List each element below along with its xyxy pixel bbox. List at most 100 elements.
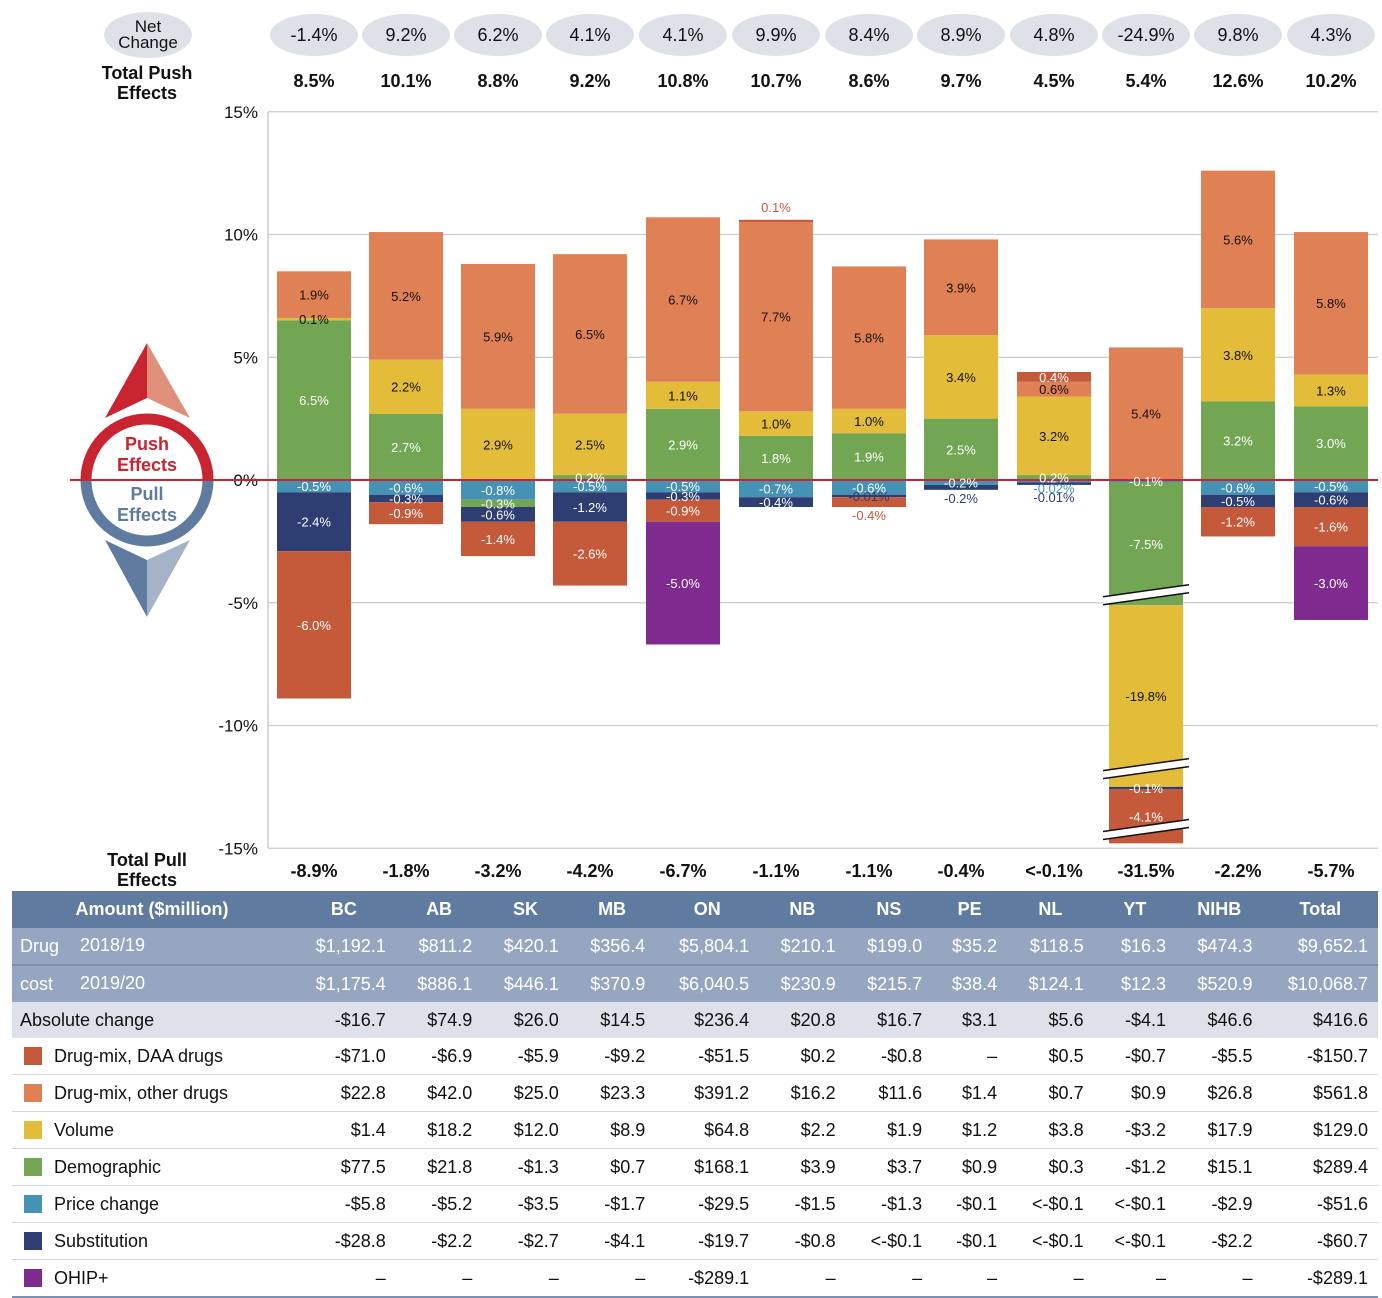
cell-on: $5,804.1 [655, 928, 760, 966]
drug-cost-year: Drug 2018/19 [12, 928, 292, 966]
cell-nl: $3.8 [1007, 1111, 1094, 1149]
component-label-cell: Volume [12, 1111, 292, 1149]
bar-segment-ab-substitution [369, 494, 443, 503]
column-header-sk: SK [482, 891, 569, 928]
cell-ns: <-$0.1 [845, 1222, 933, 1260]
segment-label: 3.2% [1039, 429, 1069, 444]
bar-segment-ab-price [369, 480, 443, 495]
total-push-total: 10.2% [1305, 71, 1357, 91]
segment-label: -0.9% [666, 504, 700, 519]
net-change-bc: -1.4% [270, 14, 358, 56]
bar-segment-nl-price [1017, 480, 1091, 483]
segment-label: 2.5% [946, 442, 976, 457]
cell-sk: $26.0 [482, 1002, 569, 1038]
segment-label: 1.0% [854, 414, 884, 429]
bar-segment-nb-other [739, 222, 813, 412]
data-table: Amount ($million) BC AB SK MB ON NB NS PE NL YT NIH… [12, 891, 1378, 1298]
cell-bc: $1,192.1 [292, 928, 396, 966]
axis-break-line [1102, 592, 1190, 606]
cell-nb: -$1.5 [759, 1185, 846, 1223]
cell-total: $10,068.7 [1262, 965, 1378, 1002]
cell-yt: $16.3 [1093, 928, 1177, 966]
drug-cost-row: cost 2019/20 $1,175.4 $886.1 $446.1 $370.9 $6,… [12, 965, 1378, 1002]
cell-on: -$51.5 [655, 1038, 760, 1075]
component-row: Substitution -$28.8 -$2.2 -$2.7 -$4.1 -$19.7-… [12, 1222, 1378, 1260]
component-label-cell: Drug-mix, other drugs [12, 1074, 292, 1112]
column-header-nihb: NIHB [1176, 891, 1263, 928]
bars [277, 170, 1368, 844]
axis-break-line [1102, 757, 1190, 772]
column-header-nl: NL [1007, 891, 1094, 928]
cell-pe: $38.4 [932, 965, 1008, 1002]
total-push-yt: 5.4% [1125, 71, 1167, 91]
component-label: Substitution [54, 1230, 149, 1251]
cell-ns: $1.9 [845, 1111, 933, 1149]
bar-segment-ns-demographic [832, 433, 906, 480]
bar-segment-total-price [1294, 480, 1368, 493]
bar-segment-total-substitution [1294, 492, 1368, 508]
segment-label: -0.1% [1129, 474, 1163, 489]
component-label: Demographic [54, 1156, 162, 1177]
segment-label: 5.4% [1131, 407, 1161, 422]
cell-sk: – [482, 1259, 569, 1298]
segment-label: 1.8% [761, 451, 791, 466]
segment-label: -1.2% [1221, 515, 1255, 530]
segment-label: -0.3% [481, 496, 515, 511]
segment-label: -0.5% [573, 479, 607, 494]
segment-label: -1.6% [1314, 520, 1348, 535]
cell-pe: $3.1 [932, 1002, 1008, 1038]
cell-pe: $35.2 [932, 928, 1008, 966]
segment-label: 2.5% [575, 437, 605, 452]
segment-label: 0.2% [1039, 471, 1069, 486]
cell-mb: $23.3 [568, 1074, 656, 1112]
total-pull-total: -5.7% [1307, 861, 1355, 881]
axis-break-mark [1102, 585, 1190, 605]
drug-cost-row: Drug 2018/19 $1,192.1 $811.2 $420.1 $356.4 $5,… [12, 928, 1378, 966]
bar-segment-nl-volume [1017, 396, 1091, 476]
component-label-cell: Price change [12, 1185, 292, 1223]
legend-swatch-other [24, 1083, 42, 1102]
total-push-nihb: 12.6% [1212, 71, 1264, 91]
cell-ab: -$2.2 [395, 1222, 483, 1260]
segment-label: -0.01% [848, 489, 890, 504]
cell-pe: – [932, 1038, 1008, 1075]
bar-segment-ab-demographic [369, 413, 443, 480]
cell-bc: -$28.8 [292, 1222, 396, 1260]
net-change-yt: -24.9% [1102, 14, 1190, 56]
cell-nl: <-$0.1 [1007, 1222, 1094, 1260]
segment-label: -0.5% [297, 479, 331, 494]
bar-segment-ns-substitution [832, 494, 906, 498]
total-pull-mb: -4.2% [566, 861, 614, 881]
cell-nihb: -$2.9 [1176, 1185, 1263, 1223]
segment-label: -0.3% [389, 491, 423, 506]
cell-ns: $11.6 [845, 1074, 933, 1112]
cell-nl: $124.1 [1007, 965, 1094, 1002]
cell-yt: -$0.7 [1093, 1038, 1177, 1075]
cell-on: $236.4 [655, 1002, 760, 1038]
segment-label: 0.2% [575, 471, 605, 486]
absolute-change-row: Absolute change -$16.7 $74.9 $26.0 $14.5 $236… [12, 1002, 1378, 1038]
cell-total: $561.8 [1262, 1074, 1378, 1112]
bar-segment-on-ohip [646, 521, 720, 645]
cell-ab: -$6.9 [395, 1038, 483, 1075]
net-change-mb: 4.1% [546, 14, 634, 56]
bar-segment-nihb-volume [1201, 308, 1275, 402]
bar-segment-yt-volume [1109, 605, 1183, 787]
total-push-label: Total Push Effects [101, 63, 193, 103]
segment-label: 5.8% [854, 331, 884, 346]
segment-label: -0.4% [759, 495, 793, 510]
cell-nl: $118.5 [1007, 928, 1094, 966]
segment-label: 0.6% [1039, 382, 1069, 397]
segment-label: -0.02% [1033, 481, 1075, 496]
bar-segment-total-ohip [1294, 546, 1368, 620]
column-header-pe: PE [932, 891, 1008, 928]
bar-segment-on-substitution [646, 492, 720, 500]
legend-swatch-ohip [24, 1268, 42, 1287]
cell-ns: $199.0 [845, 928, 933, 966]
bar-segment-sk-substitution [461, 507, 535, 522]
total-push-mb: 9.2% [569, 71, 611, 91]
total-pull-pe: -0.4% [937, 861, 985, 881]
cell-ns: $215.7 [845, 965, 933, 1002]
cell-total: $9,652.1 [1262, 928, 1378, 966]
bar-segment-bc-substitution [277, 492, 351, 552]
